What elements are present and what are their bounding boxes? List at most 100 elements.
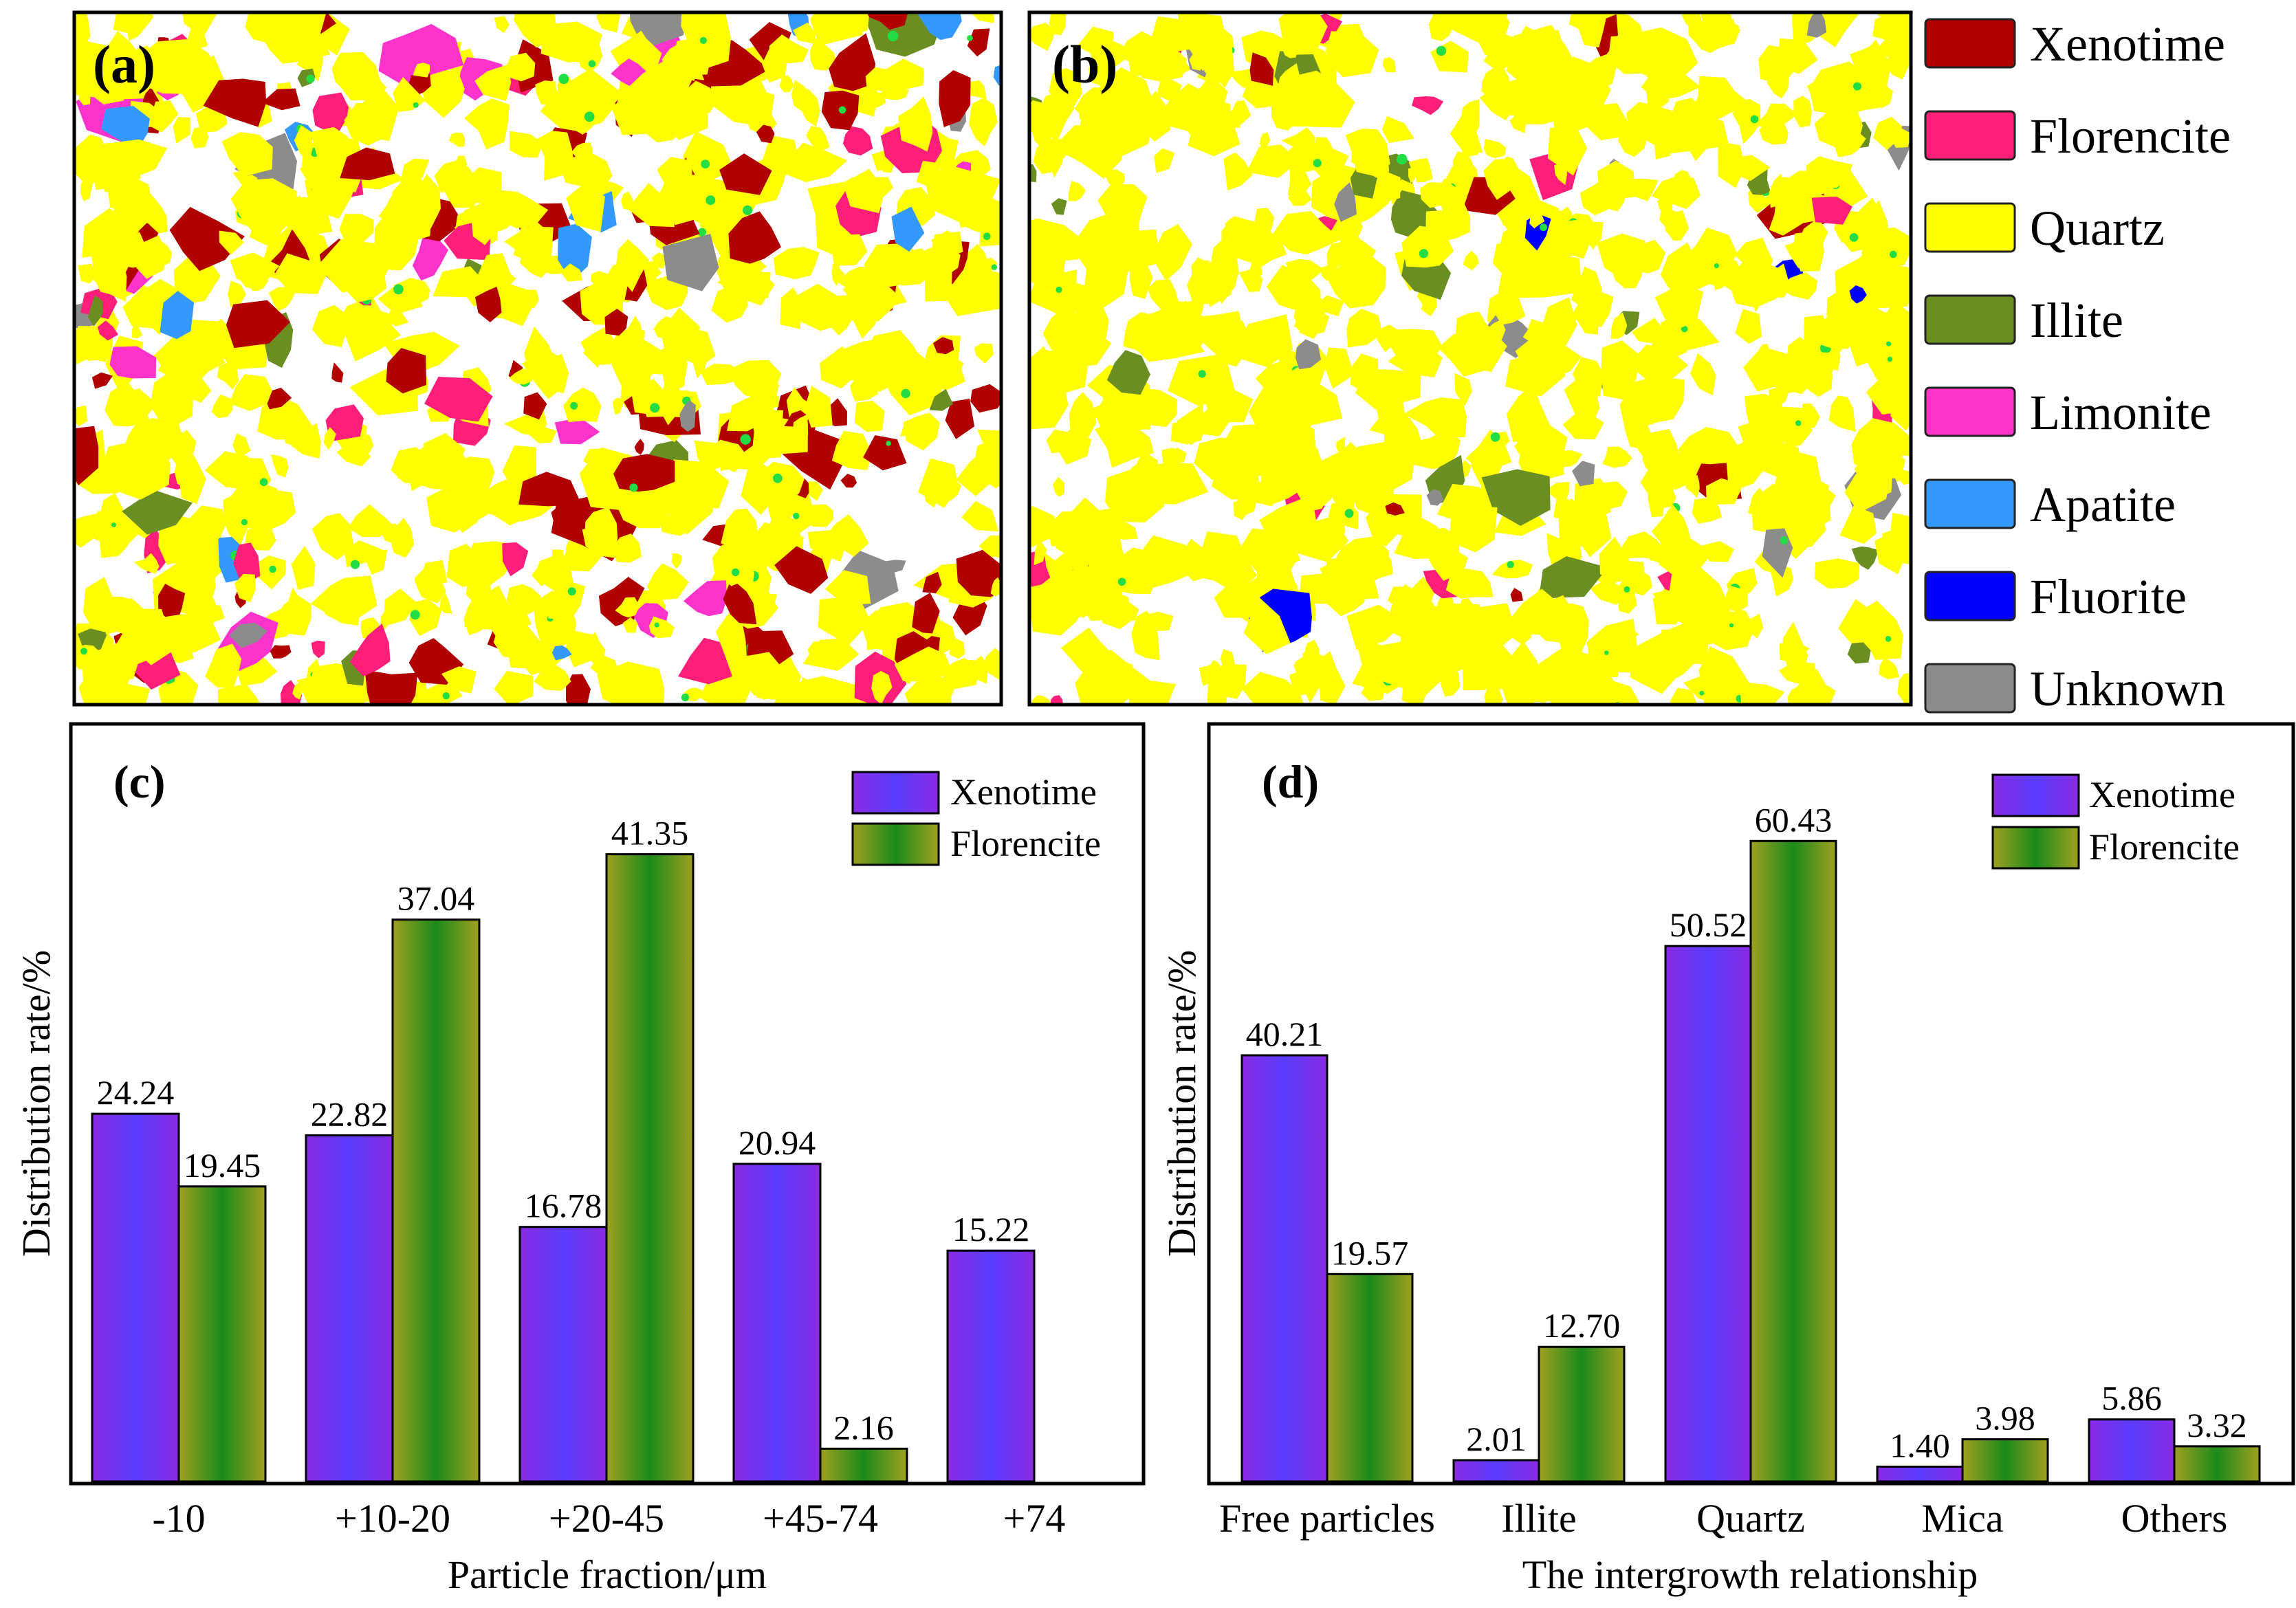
particle-speck	[259, 478, 268, 487]
particle-quartz	[91, 245, 133, 280]
bar-xenotime-1	[305, 1134, 394, 1483]
particle-quartz	[864, 330, 921, 384]
particle-quartz	[818, 595, 871, 646]
particle-quartz	[1665, 210, 1690, 241]
particle-quartz	[1053, 476, 1065, 497]
particle-xenotime	[970, 384, 1001, 413]
particle-speck	[1699, 690, 1705, 696]
particle-speck	[413, 102, 419, 108]
bar-xenotime-2	[1664, 945, 1752, 1483]
particle-quartz	[1241, 672, 1304, 705]
particle-quartz	[1541, 297, 1577, 354]
particle-xenotime	[933, 337, 954, 355]
particle-quartz	[1657, 196, 1673, 213]
particle-quartz	[1029, 586, 1051, 621]
particle-quartz	[291, 423, 321, 459]
particle-quartz	[1617, 588, 1637, 614]
particle-speck	[654, 622, 659, 628]
particle-quartz	[1059, 284, 1075, 306]
particle-speck	[1117, 577, 1126, 586]
particle-quartz	[1077, 26, 1114, 57]
particle-quartz	[182, 12, 217, 38]
particle-quartz	[833, 12, 869, 36]
particle-quartz	[245, 175, 258, 192]
chart-c-label: (c)	[113, 756, 165, 808]
particle-quartz	[949, 637, 965, 659]
particle-quartz	[1542, 219, 1592, 258]
particle-quartz	[1660, 242, 1699, 298]
particle-quartz	[1599, 481, 1628, 511]
particle-quartz	[615, 597, 640, 618]
particle-speck	[1490, 432, 1500, 442]
particle-quartz	[638, 102, 655, 127]
particle-quartz	[824, 570, 871, 605]
bar-florencite-4	[2173, 1445, 2261, 1483]
particle-quartz	[1449, 505, 1498, 553]
x-tick-label-1: +10-20	[335, 1496, 450, 1541]
particle-speck	[1344, 509, 1354, 518]
bar-florencite-3	[1961, 1438, 2049, 1483]
particle-quartz	[344, 102, 394, 146]
particle-quartz	[1203, 98, 1232, 129]
particle-quartz	[649, 616, 675, 639]
particle-quartz	[1545, 481, 1570, 501]
particle-quartz	[1189, 51, 1204, 71]
particle-quartz	[1607, 556, 1626, 582]
particle-quartz	[715, 613, 747, 680]
data-label-florencite-4: 3.32	[2187, 1406, 2247, 1444]
data-label-florencite-2: 60.43	[1755, 800, 1833, 839]
particle-quartz	[1253, 208, 1275, 239]
particle-quartz	[1293, 309, 1330, 336]
particle-quartz	[898, 96, 933, 152]
particle-illite	[1847, 642, 1871, 664]
particle-quartz	[1484, 139, 1507, 158]
particle-quartz	[311, 305, 347, 347]
particle-quartz	[1515, 331, 1549, 376]
particle-quartz	[296, 674, 340, 705]
particle-quartz	[606, 327, 671, 390]
legend-swatch-florencite	[1924, 110, 2016, 161]
particle-quartz	[535, 80, 557, 104]
particle-quartz	[1606, 626, 1639, 645]
particle-quartz	[1211, 463, 1262, 500]
particle-quartz	[652, 252, 668, 269]
particle-quartz	[1379, 636, 1456, 696]
particle-quartz	[245, 523, 276, 551]
particle-quartz	[1320, 555, 1379, 600]
particle-xenotime	[967, 28, 990, 57]
particle-quartz	[1681, 12, 1704, 30]
particle-quartz	[1874, 12, 1911, 27]
particle-quartz	[1826, 288, 1855, 340]
particle-quartz	[378, 285, 423, 315]
particle-quartz	[1601, 340, 1640, 400]
particle-florencite	[1811, 197, 1852, 225]
legend-swatch-unknown	[1924, 663, 2016, 714]
particle-illite	[1029, 164, 1037, 182]
particle-quartz	[1214, 46, 1235, 89]
particle-unknown	[662, 234, 719, 291]
particle-quartz	[86, 681, 151, 705]
particle-quartz	[1758, 344, 1770, 364]
particle-quartz	[1632, 318, 1664, 343]
particle-quartz	[1030, 115, 1057, 150]
legend-label-unknown: Unknown	[2030, 661, 2225, 716]
particle-quartz	[1815, 558, 1860, 589]
particle-quartz	[1197, 399, 1232, 437]
particle-quartz	[1382, 57, 1396, 73]
particle-quartz	[1528, 421, 1568, 463]
particle-quartz	[1745, 393, 1782, 439]
particle-quartz	[961, 500, 999, 532]
particle-quartz	[820, 346, 862, 389]
particle-quartz	[1095, 547, 1119, 591]
particle-xenotime	[719, 153, 772, 195]
particle-quartz	[1318, 651, 1346, 705]
particle-xenotime	[829, 33, 876, 91]
bar-florencite-1	[391, 918, 481, 1483]
particle-xenotime	[865, 12, 908, 30]
particle-quartz	[1718, 141, 1745, 188]
particle-quartz	[646, 563, 689, 601]
particle-speck	[1780, 536, 1789, 544]
particle-quartz	[413, 63, 430, 78]
particle-quartz	[1557, 206, 1573, 224]
